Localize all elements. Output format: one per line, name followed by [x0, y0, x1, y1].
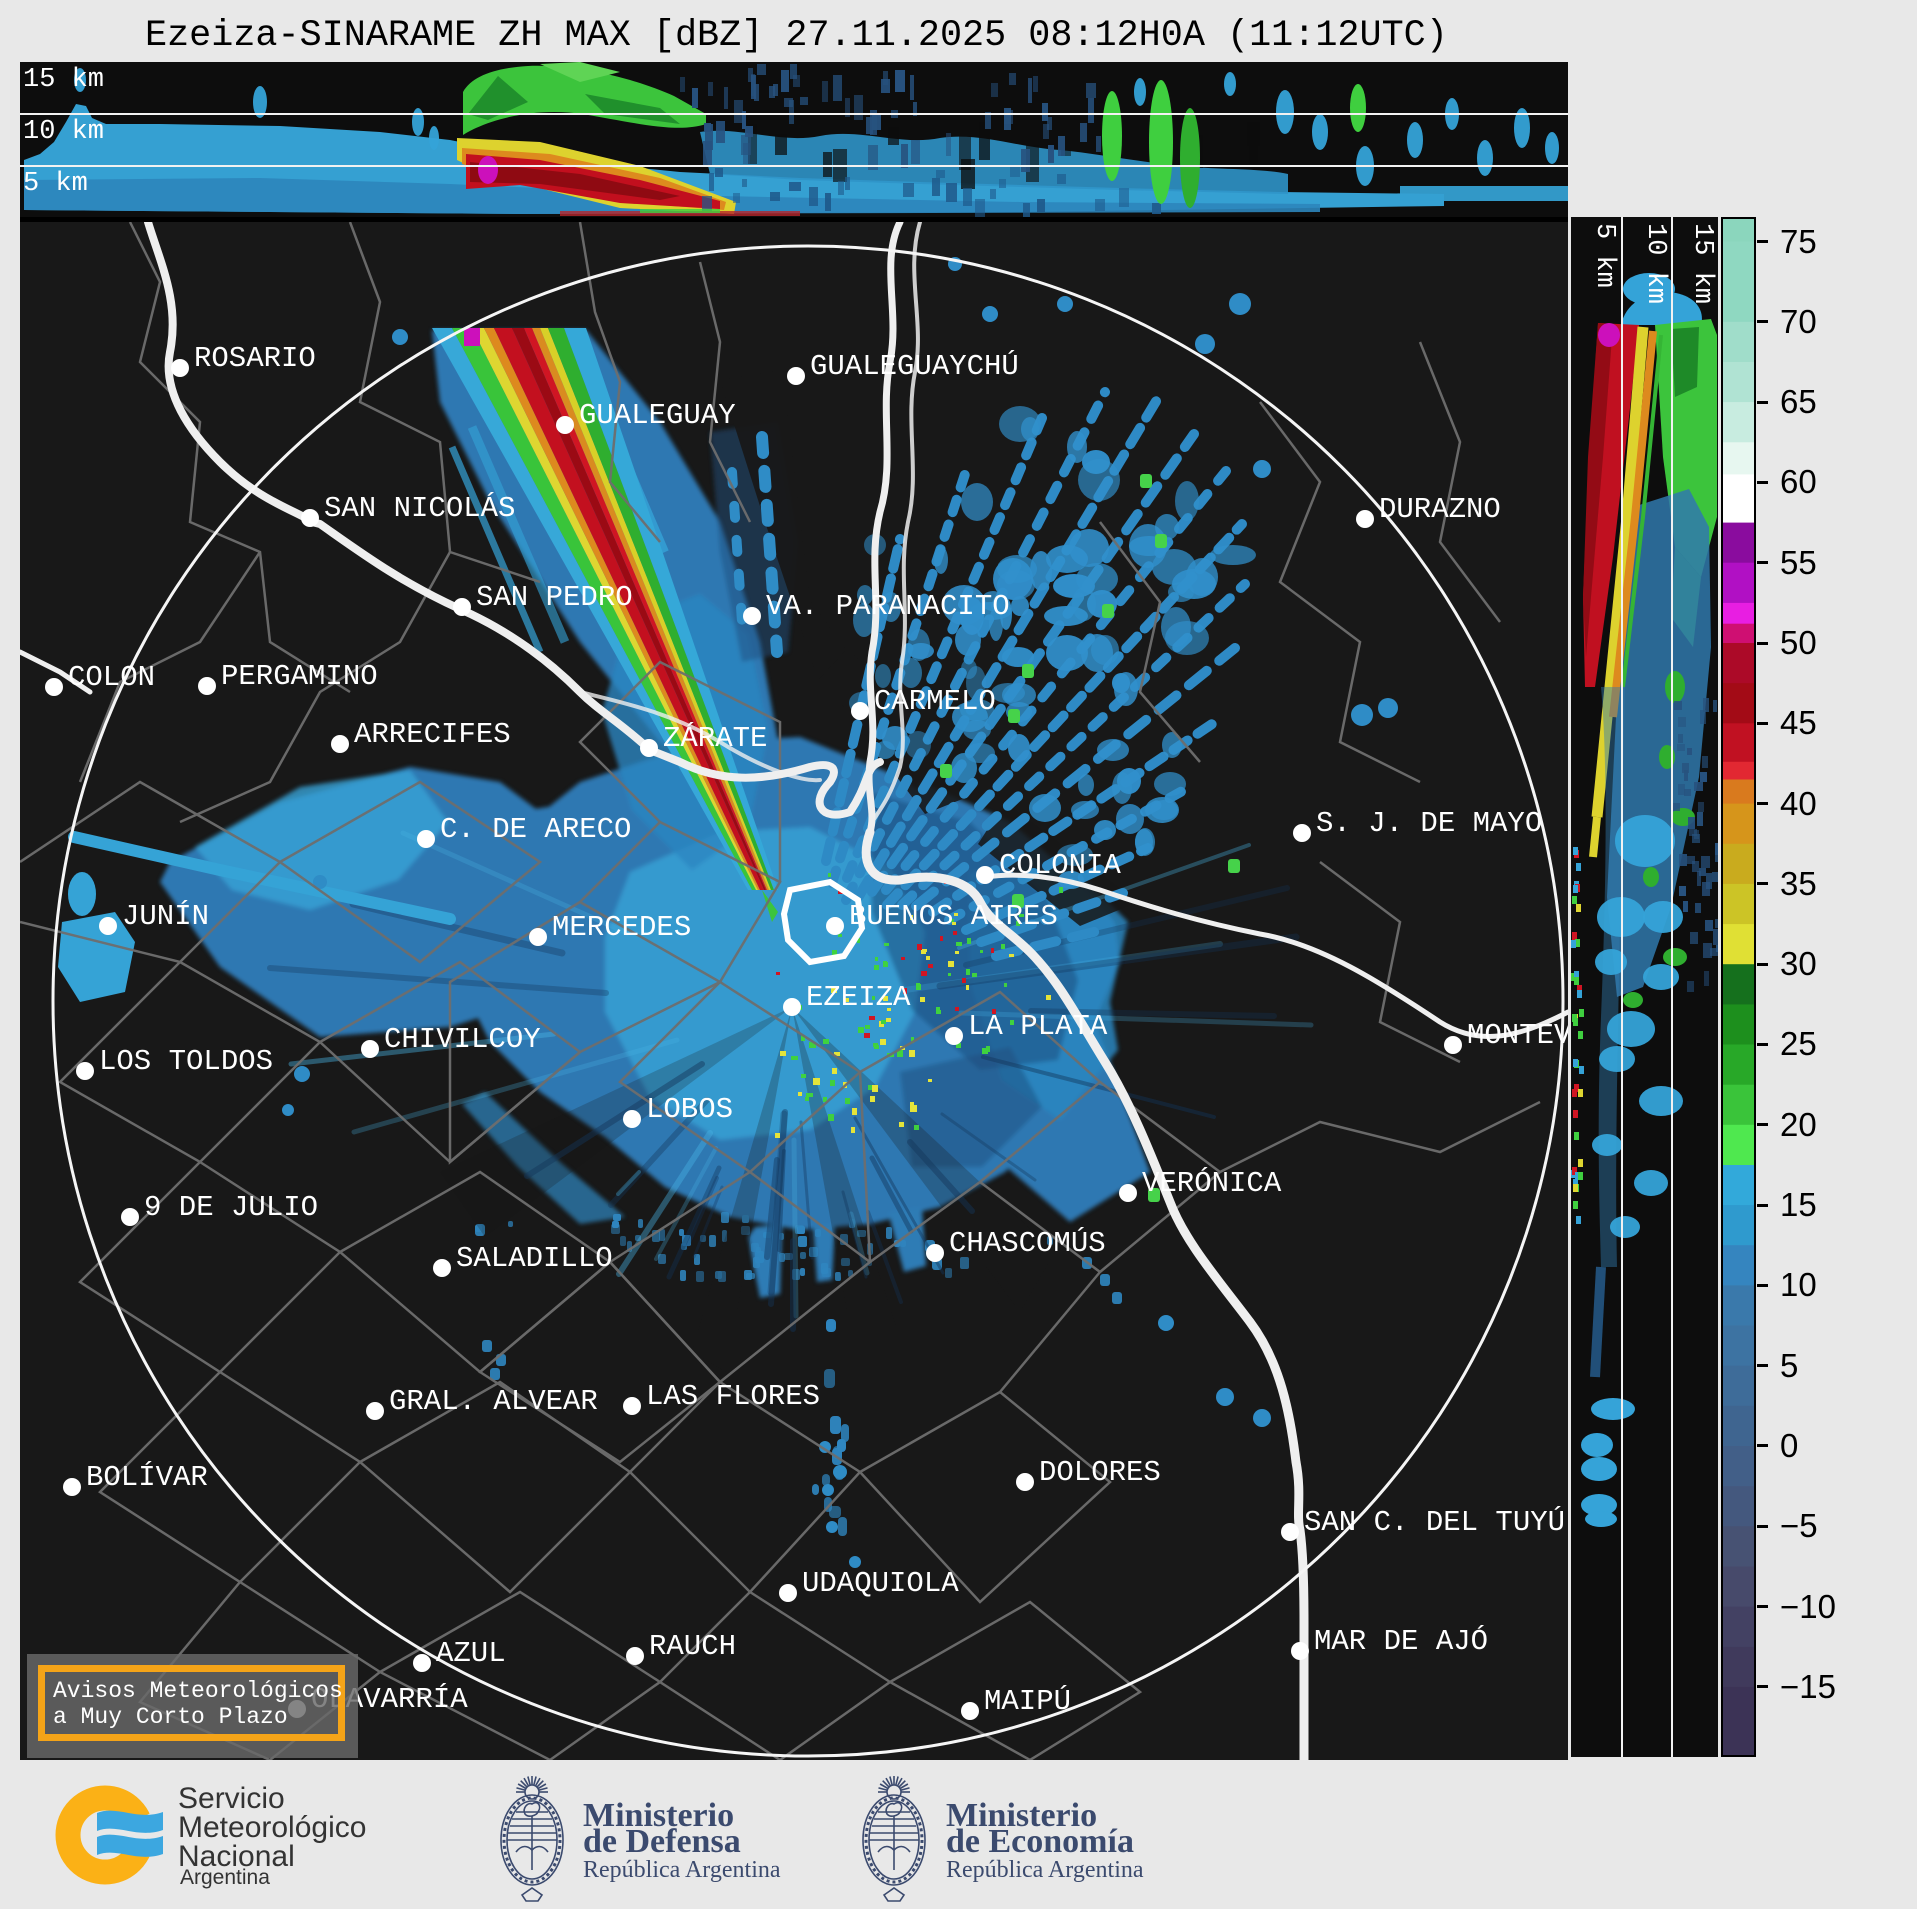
- svg-text:VERÓNICA: VERÓNICA: [1142, 1166, 1282, 1200]
- svg-text:SAN C. DEL TUYÚ: SAN C. DEL TUYÚ: [1304, 1505, 1565, 1539]
- svg-text:SAN NICOLÁS: SAN NICOLÁS: [324, 491, 515, 525]
- svg-text:GUALEGUAYCHÚ: GUALEGUAYCHÚ: [810, 349, 1019, 383]
- svg-text:SALADILLO: SALADILLO: [456, 1242, 613, 1275]
- svg-text:RAUCH: RAUCH: [649, 1630, 736, 1663]
- svg-text:MERCEDES: MERCEDES: [552, 911, 691, 944]
- svg-text:BUENOS AIRES: BUENOS AIRES: [849, 900, 1058, 933]
- svg-text:MONTEVIDEO: MONTEVIDEO: [1467, 1019, 1568, 1052]
- svg-text:PERGAMINO: PERGAMINO: [221, 660, 378, 693]
- svg-text:DOLORES: DOLORES: [1039, 1456, 1161, 1489]
- svg-text:CHASCOMÚS: CHASCOMÚS: [949, 1226, 1106, 1260]
- svg-text:MAIPÚ: MAIPÚ: [984, 1684, 1071, 1718]
- svg-text:CARMELO: CARMELO: [874, 685, 996, 718]
- svg-text:VA. PARANACITO: VA. PARANACITO: [766, 590, 1010, 623]
- svg-text:SAN PEDRO: SAN PEDRO: [476, 581, 633, 614]
- svg-text:JUNÍN: JUNÍN: [122, 899, 209, 933]
- svg-text:EZEIZA: EZEIZA: [806, 981, 911, 1014]
- svg-text:COLONIA: COLONIA: [999, 849, 1121, 882]
- svg-text:LOS TOLDOS: LOS TOLDOS: [99, 1045, 273, 1078]
- svg-text:COLON: COLON: [68, 661, 155, 694]
- svg-text:LAS FLORES: LAS FLORES: [646, 1380, 820, 1413]
- svg-text:ZÁRATE: ZÁRATE: [663, 721, 767, 755]
- svg-text:GRAL. ALVEAR: GRAL. ALVEAR: [389, 1385, 598, 1418]
- svg-text:LOBOS: LOBOS: [646, 1093, 733, 1126]
- svg-text:ARRECIFES: ARRECIFES: [354, 718, 511, 751]
- svg-text:ROSARIO: ROSARIO: [194, 342, 316, 375]
- svg-text:9 DE JULIO: 9 DE JULIO: [144, 1191, 318, 1224]
- svg-text:MAR DE AJÓ: MAR DE AJÓ: [1314, 1624, 1488, 1658]
- svg-text:GUALEGUAY: GUALEGUAY: [579, 399, 736, 432]
- svg-text:C. DE ARECO: C. DE ARECO: [440, 813, 631, 846]
- svg-text:S. J. DE MAYO: S. J. DE MAYO: [1316, 807, 1542, 840]
- svg-text:UDAQUIOLA: UDAQUIOLA: [802, 1567, 959, 1600]
- svg-text:AZUL: AZUL: [436, 1637, 506, 1670]
- svg-text:CHIVILCOY: CHIVILCOY: [384, 1023, 541, 1056]
- svg-text:DURAZNO: DURAZNO: [1379, 493, 1501, 526]
- svg-text:LA PLATA: LA PLATA: [968, 1010, 1108, 1043]
- svg-text:BOLÍVAR: BOLÍVAR: [86, 1460, 208, 1494]
